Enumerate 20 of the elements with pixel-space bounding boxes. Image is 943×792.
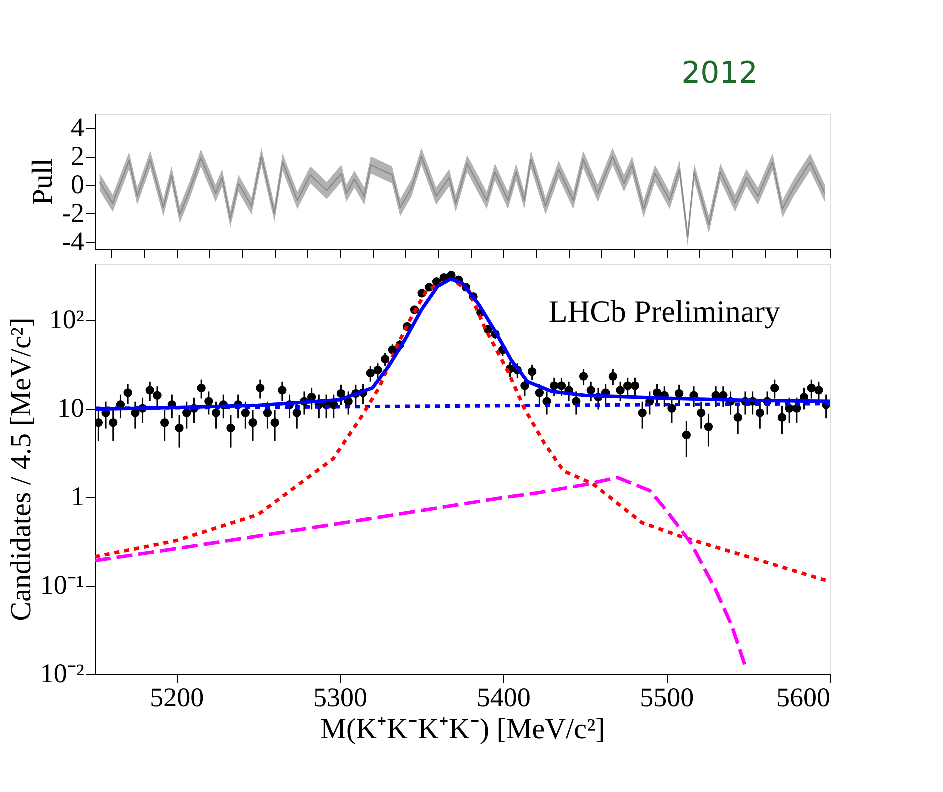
x-tick-label: 5600	[776, 682, 830, 712]
y-tick-label: 10⁻¹	[40, 570, 84, 600]
y-axis-title: Candidates / 4.5 [MeV/c²]	[5, 318, 38, 622]
y-tick-label: 4	[71, 112, 85, 143]
y-axis-title: Pull	[27, 158, 60, 206]
y-tick-label: 1	[71, 482, 84, 512]
y-tick-label: -2	[62, 198, 84, 228]
y-tick-label: -4	[62, 226, 85, 256]
x-tick-label: 5400	[476, 682, 531, 712]
y-tick-label: 0	[71, 170, 84, 200]
y-tick-label: 10⁻²	[40, 658, 84, 688]
y-tick-label: 10	[58, 393, 84, 424]
x-tick-label: 5300	[314, 682, 368, 712]
x-axis-title: M(K⁺K⁻K⁺K⁻) [MeV/c²]	[320, 714, 606, 746]
annotation: LHCb Preliminary	[548, 294, 781, 330]
x-tick-label: 5200	[150, 682, 204, 712]
x-tick-label: 5500	[640, 682, 694, 712]
y-tick-label: 10²	[49, 304, 84, 335]
y-tick-label: 2	[71, 141, 84, 172]
text: 2012	[682, 56, 758, 91]
